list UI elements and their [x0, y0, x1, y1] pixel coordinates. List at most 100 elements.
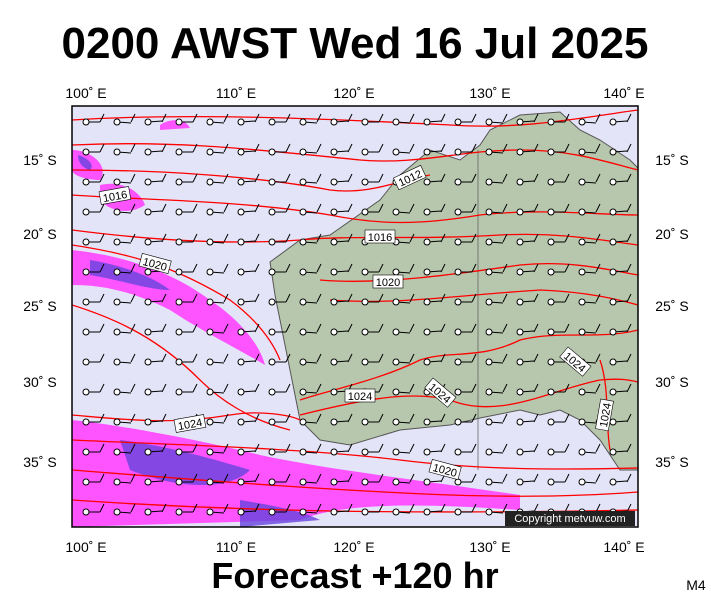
barb-flag [99, 173, 105, 183]
barb-station [361, 118, 369, 126]
wind-barb [392, 413, 415, 426]
lat-label: 25˚ S [655, 298, 688, 314]
wind-barb [485, 203, 508, 216]
barb-station [330, 418, 338, 426]
barb-flag [409, 503, 415, 513]
barb-station [206, 118, 214, 126]
wind-barb [175, 263, 198, 276]
wind-barb [206, 173, 229, 186]
barb-station [268, 118, 276, 126]
barb-station [361, 418, 369, 426]
wind-barb [113, 293, 136, 306]
barb-station [299, 118, 307, 126]
wind-barb [144, 413, 167, 426]
title: 0200 AWST Wed 16 Jul 2025 [62, 19, 649, 68]
wind-barb [113, 203, 136, 216]
wind-barb [392, 143, 415, 156]
wind-barb [423, 143, 446, 156]
wind-barb [361, 503, 384, 516]
barb-flag [347, 263, 353, 273]
barb-flag [285, 503, 291, 513]
barb-flag [378, 323, 384, 333]
barb-station [175, 388, 183, 396]
wind-barb [299, 383, 322, 396]
barb-flag [347, 413, 353, 423]
wind-barb [113, 353, 136, 366]
barb-flag [130, 113, 136, 123]
wind-barb [454, 503, 477, 516]
barb-flag [378, 263, 384, 273]
barb-station [82, 118, 90, 126]
barb-flag [161, 443, 167, 453]
barb-flag [99, 353, 105, 363]
wind-barb [578, 473, 601, 486]
barb-station [113, 118, 121, 126]
barb-station [268, 148, 276, 156]
isobar-label-text: 1016 [368, 232, 392, 244]
wind-barb [175, 503, 198, 516]
wind-barb [547, 263, 570, 276]
barb-flag [409, 113, 415, 123]
barb-flag [99, 503, 105, 513]
wind-barb [82, 413, 105, 426]
wind-barb [547, 173, 570, 186]
wind-barb [516, 173, 539, 186]
barb-flag [502, 143, 508, 153]
lon-label: 110˚ E [216, 539, 256, 555]
barb-flag [440, 323, 446, 333]
wind-barb [237, 173, 260, 186]
wind-barb [485, 263, 508, 276]
barb-flag [409, 323, 415, 333]
wind-barb [392, 203, 415, 216]
barb-station [485, 118, 493, 126]
barb-flag [502, 173, 508, 183]
wind-barb [516, 203, 539, 216]
wind-barb [82, 383, 105, 396]
lat-label: 15˚ S [23, 152, 56, 168]
isobar-label-box [173, 414, 207, 433]
wind-barb [268, 473, 291, 486]
barb-station [516, 478, 524, 486]
barb-flag [409, 263, 415, 273]
barb-flag [409, 233, 415, 243]
wind-barb [485, 413, 508, 426]
wind-barb [578, 263, 601, 276]
barb-flag [285, 143, 291, 153]
barb-flag [130, 203, 136, 213]
barb-flag [161, 413, 167, 423]
wind-barb [299, 233, 322, 246]
barb-station [206, 478, 214, 486]
barb-flag [564, 503, 570, 513]
wind-barb [268, 203, 291, 216]
barb-flag [347, 503, 353, 513]
wind-barb [237, 113, 260, 126]
wind-barb [361, 173, 384, 186]
wind-barb [485, 173, 508, 186]
wind-barb [268, 323, 291, 336]
wind-barb [299, 503, 322, 516]
barb-flag [378, 413, 384, 423]
wind-barb [299, 473, 322, 486]
wind-barb [454, 203, 477, 216]
wind-barb [299, 323, 322, 336]
barb-station [268, 208, 276, 216]
wind-barb [175, 443, 198, 456]
barb-flag [347, 233, 353, 243]
wind-barb [268, 383, 291, 396]
barb-station [268, 418, 276, 426]
wind-barb [454, 143, 477, 156]
barb-flag [130, 173, 136, 183]
wind-barb [175, 203, 198, 216]
wind-barb [175, 293, 198, 306]
barb-flag [626, 383, 632, 393]
barb-flag [223, 263, 229, 273]
barb-station [609, 118, 617, 126]
barb-station [268, 328, 276, 336]
barb-flag [130, 443, 136, 453]
barb-station [206, 448, 214, 456]
isobar-label: 1020 [372, 274, 404, 289]
barb-station [299, 418, 307, 426]
barb-station [330, 238, 338, 246]
barb-station [485, 388, 493, 396]
barb-flag [471, 143, 477, 153]
